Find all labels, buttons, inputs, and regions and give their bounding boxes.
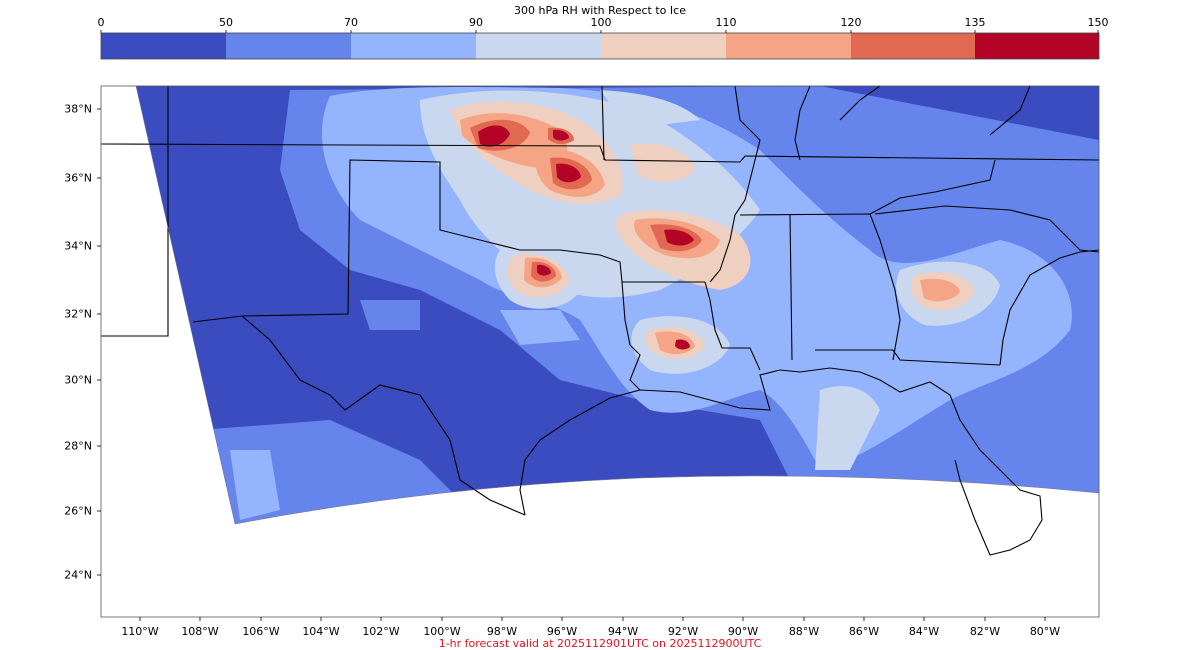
border-line [839, 86, 881, 121]
lon-label: 104°W [302, 625, 340, 638]
colorbar [100, 30, 1100, 60]
border-line [794, 86, 811, 161]
lat-label: 36°N [64, 171, 92, 185]
border-line [101, 86, 169, 337]
colorbar-segment [351, 33, 476, 59]
colorbar-segment [726, 33, 851, 59]
lon-label: 102°W [362, 625, 400, 638]
border-line [192, 159, 705, 323]
domain-outline [135, 86, 1099, 525]
lat-label: 34°N [64, 239, 92, 253]
lon-label: 84°W [908, 625, 940, 638]
axis-ticks [97, 108, 1046, 621]
border-line [739, 213, 901, 361]
lon-label: 92°W [667, 625, 699, 638]
colorbar-segment [101, 33, 226, 59]
colorbar-frame [100, 32, 1100, 60]
border-line [709, 86, 761, 283]
lon-label: 98°W [486, 625, 518, 638]
border-line [869, 159, 996, 215]
border-line [621, 281, 641, 391]
colorbar-tick: 50 [219, 16, 233, 29]
boundaries [101, 86, 1099, 556]
lon-label: 94°W [607, 625, 639, 638]
lat-label: 32°N [64, 307, 92, 321]
lon-label: 106°W [242, 625, 280, 638]
lon-label: 80°W [1029, 625, 1061, 638]
border-line [601, 86, 605, 161]
lat-label: 30°N [64, 373, 92, 387]
border-line [989, 86, 1031, 136]
colorbar-tick: 70 [344, 16, 358, 29]
lat-label: 26°N [64, 504, 92, 518]
lon-label: 88°W [788, 625, 820, 638]
forecast-validity-caption: 1-hr forecast valid at 2025112901UTC on … [438, 637, 762, 650]
colorbar-tick: 120 [840, 16, 862, 29]
colorbar-segment [601, 33, 726, 59]
colorbar-segment [226, 33, 351, 59]
colorbar-tick: 135 [964, 16, 986, 29]
lon-label: 108°W [181, 625, 219, 638]
colorbar-tick: 90 [469, 16, 483, 29]
rh-contour-135-150 [478, 125, 694, 350]
colorbar-segment [975, 33, 1099, 59]
colorbar-segment [851, 33, 975, 59]
border-line [874, 205, 1099, 253]
lat-label: 24°N [64, 568, 92, 582]
map-frame [100, 85, 1100, 618]
lon-label: 96°W [546, 625, 578, 638]
map-panel [101, 86, 1099, 617]
border-line [519, 367, 1043, 556]
lon-label: 100°W [423, 625, 461, 638]
lat-label: 38°N [64, 102, 92, 116]
border-line [101, 143, 1099, 163]
lon-label: 90°W [727, 625, 759, 638]
lon-label: 86°W [848, 625, 880, 638]
border-line [704, 281, 761, 371]
border-line [241, 315, 526, 516]
border-line [789, 213, 793, 361]
border-line [815, 349, 1001, 366]
colorbar-segment [476, 33, 601, 59]
colorbar-title: 300 hPa RH with Respect to Ice [514, 4, 686, 17]
lon-label: 110°W [121, 625, 159, 638]
lon-label: 82°W [969, 625, 1001, 638]
border-line [999, 249, 1099, 366]
colorbar-tick: 150 [1087, 16, 1109, 29]
colorbar-tick: 110 [715, 16, 737, 29]
rh-field [136, 86, 1099, 524]
colorbar-tick: 100 [590, 16, 612, 29]
lat-label: 28°N [64, 439, 92, 453]
colorbar-tick: 0 [97, 16, 105, 29]
